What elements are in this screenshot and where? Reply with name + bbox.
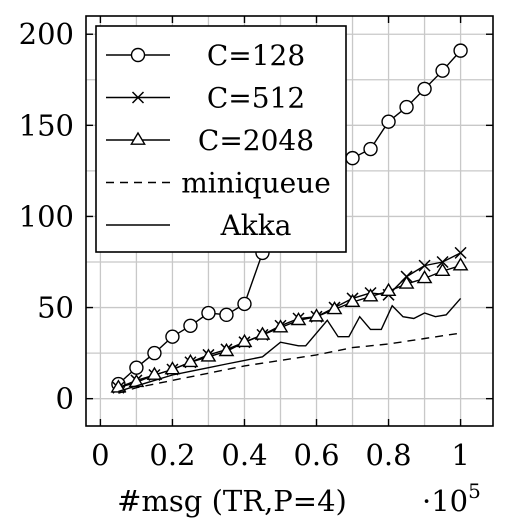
data-point-c-128 <box>417 81 432 97</box>
data-point-c-128 <box>237 296 252 312</box>
data-point-c-2048 <box>290 311 307 326</box>
plot-frame <box>85 15 494 427</box>
data-point-c-128 <box>183 318 198 333</box>
x-axis-scale-exponent: 5 <box>468 479 481 503</box>
data-point-c-512 <box>418 259 431 272</box>
x-tick-label: 0.8 <box>365 438 411 472</box>
data-point-c-128 <box>381 114 396 129</box>
legend-marker-c-512 <box>131 91 145 104</box>
data-point-c-2048 <box>344 293 361 307</box>
legend-label-c-2048: C=2048 <box>198 124 314 157</box>
data-point-c-512 <box>454 246 467 259</box>
data-point-c-128 <box>363 141 378 157</box>
data-point-c-2048 <box>434 262 451 277</box>
legend-label-c-128: C=128 <box>207 39 305 72</box>
legend-label-c-512: C=512 <box>207 82 305 115</box>
data-point-c-128 <box>435 63 450 78</box>
x-tick-label: 1 <box>451 438 469 472</box>
data-point-c-2048 <box>362 288 379 302</box>
x-tick-label: 0 <box>91 438 109 472</box>
data-point-c-2048 <box>218 342 235 357</box>
plot-area <box>110 43 469 394</box>
y-tick-label: 50 <box>37 291 74 325</box>
series-line-akka <box>118 297 462 393</box>
legend-marker-c-128 <box>130 47 146 63</box>
x-axis-label: #msg (TR,P=4) <box>117 484 347 518</box>
data-point-c-2048 <box>326 301 343 315</box>
legend-marker-c-2048 <box>130 131 146 145</box>
legend-label-miniqueue: miniqueue <box>181 167 331 200</box>
data-point-c-2048 <box>182 353 199 368</box>
legend-label-akka: Akka <box>220 209 292 242</box>
data-point-c-128 <box>399 99 414 115</box>
data-point-c-2048 <box>110 379 127 393</box>
data-point-c-128 <box>147 345 162 361</box>
y-tick-label: 150 <box>19 108 74 142</box>
data-point-c-2048 <box>452 257 469 271</box>
data-point-c-128 <box>165 329 180 344</box>
data-point-c-128 <box>219 307 234 323</box>
data-point-c-2048 <box>398 275 415 289</box>
data-point-c-2048 <box>200 348 217 362</box>
data-point-c-2048 <box>308 308 325 322</box>
data-point-c-2048 <box>164 361 181 375</box>
data-point-c-2048 <box>380 282 397 297</box>
data-point-c-128 <box>129 360 144 375</box>
data-point-c-2048 <box>416 270 433 284</box>
axes: 0 0.2 0.4 0.6 0.8 1 0 50 100 150 200 <box>19 15 494 472</box>
x-tick-label: 0.4 <box>221 438 267 472</box>
x-tick-label: 0.2 <box>149 438 195 472</box>
legend: C=128 C=512 C=2048 miniqueue Akka <box>95 25 347 253</box>
data-point-c-2048 <box>236 333 253 348</box>
x-axis-scale-factor: ·105 <box>422 479 481 518</box>
data-point-c-2048 <box>146 366 163 380</box>
data-point-c-2048 <box>254 326 271 340</box>
y-tick-label: 0 <box>56 382 74 416</box>
series-line-miniqueue <box>118 332 461 394</box>
x-tick-label: 0.6 <box>293 438 339 472</box>
data-point-c-512 <box>436 255 449 269</box>
data-point-c-128 <box>201 305 216 321</box>
y-tick-label: 200 <box>19 17 74 51</box>
data-point-c-128 <box>345 150 360 166</box>
data-point-c-128 <box>453 43 468 58</box>
data-point-c-2048 <box>272 319 289 333</box>
y-tick-label: 100 <box>19 199 74 233</box>
